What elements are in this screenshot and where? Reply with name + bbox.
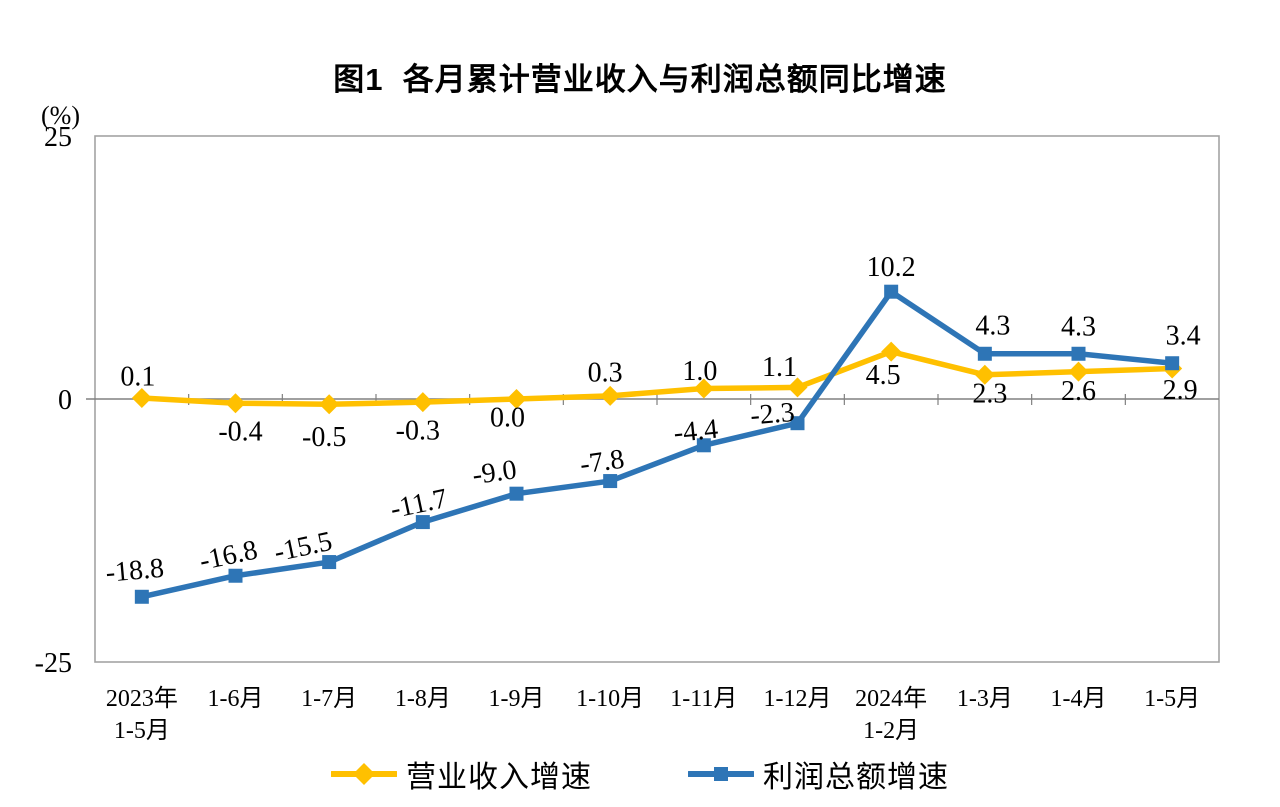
diamond-marker [787, 377, 808, 398]
data-label: 4.5 [866, 360, 901, 391]
square-marker [134, 589, 149, 604]
x-axis-label: 1-10月 [576, 686, 644, 712]
square-marker [977, 346, 992, 361]
diamond-marker [319, 394, 340, 415]
legend: 营业收入增速 利润总额增速 [0, 752, 1280, 796]
legend-item-revenue: 营业收入增速 [331, 752, 592, 796]
x-axis-label: 2023年 [106, 685, 178, 712]
x-axis-label: 1-2月 [863, 718, 919, 744]
x-axis-label: 1-8月 [395, 686, 451, 712]
data-label: 0.3 [588, 357, 623, 388]
data-label: -0.5 [302, 422, 346, 453]
diamond-marker [412, 392, 433, 413]
data-label: -18.8 [104, 553, 165, 589]
square-marker [415, 515, 430, 530]
data-label: -4.4 [672, 414, 719, 449]
square-marker [884, 284, 899, 299]
data-label: 4.3 [1061, 311, 1096, 342]
legend-label-revenue: 营业收入增速 [406, 761, 592, 794]
diamond-marker [225, 393, 246, 414]
y-axis-tick-label: -25 [35, 648, 72, 679]
y-axis-tick-label: 25 [44, 122, 72, 153]
square-marker [1165, 356, 1180, 371]
data-label: -7.8 [578, 444, 626, 481]
diamond-marker [600, 385, 621, 406]
data-label: 2.6 [1061, 376, 1096, 407]
x-axis-label: 1-11月 [670, 686, 737, 712]
series-line-profit [139, 288, 1175, 600]
x-axis-label: 1-5月 [114, 718, 170, 744]
data-label: 2.3 [972, 378, 1007, 409]
diamond-marker [881, 341, 902, 362]
chart-title: 图1 各月累计营业收入与利润总额同比增速 [333, 62, 947, 97]
data-label: -2.3 [749, 397, 796, 432]
data-label: 3.4 [1166, 321, 1201, 352]
data-label: 2.9 [1163, 375, 1198, 406]
square-marker [1071, 346, 1086, 361]
data-label: -16.8 [197, 535, 260, 577]
square-marker [603, 474, 618, 489]
square-marker [696, 438, 711, 453]
y-axis-tick-label: 0 [58, 385, 72, 416]
data-label: 1.0 [682, 356, 717, 387]
y-axis-unit-label: (%) [41, 101, 80, 130]
data-label: 10.2 [867, 252, 916, 283]
x-axis-label: 1-4月 [1051, 686, 1107, 712]
diamond-marker [693, 378, 714, 399]
x-axis-label: 1-9月 [489, 686, 545, 712]
x-axis-label: 1-5月 [1144, 686, 1200, 712]
square-marker [509, 486, 524, 501]
square-marker [228, 568, 243, 583]
diamond-marker [131, 387, 152, 408]
x-axis-label: 1-3月 [957, 686, 1013, 712]
data-label: -0.4 [218, 417, 262, 448]
data-label: 0.0 [490, 403, 525, 434]
revenue-series-swatch-icon [331, 763, 397, 785]
data-label: 4.3 [975, 310, 1010, 341]
diamond-marker [1068, 361, 1089, 382]
diamond-marker [974, 364, 995, 385]
square-marker [322, 555, 337, 570]
x-axis-label: 1-7月 [301, 686, 357, 712]
x-axis-label: 1-6月 [208, 686, 264, 712]
profit-series-swatch-icon [688, 767, 754, 781]
data-label: 1.1 [762, 352, 797, 383]
x-axis-label: 1-12月 [764, 686, 832, 712]
series-line-revenue [139, 348, 1175, 408]
x-axis-label: 2024年 [855, 685, 927, 712]
data-label: 0.1 [120, 361, 155, 392]
diamond-marker [506, 389, 527, 409]
data-label: -0.3 [396, 416, 440, 447]
square-marker [790, 416, 805, 431]
legend-label-profit: 利润总额增速 [763, 761, 949, 794]
data-label: -9.0 [470, 454, 518, 491]
legend-item-profit: 利润总额增速 [688, 752, 949, 796]
